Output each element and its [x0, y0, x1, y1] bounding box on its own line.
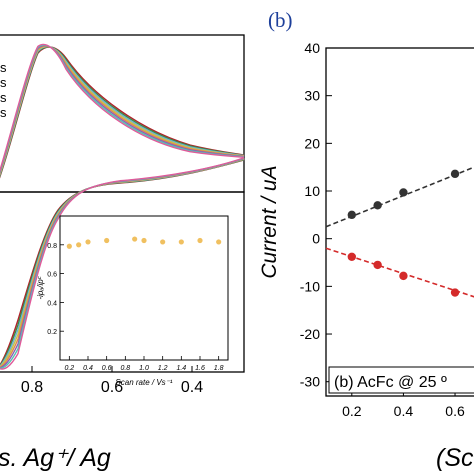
x-tick-label: 0.4 — [181, 379, 203, 396]
x-axis-label: (Sc — [436, 444, 474, 472]
inset-y-ticks: 0.2 0.4 0.6 0.8 — [47, 243, 64, 336]
inset-x-tick-label: 1.8 — [214, 365, 224, 372]
legend-entry: s — [0, 75, 7, 90]
inset-data-point — [197, 237, 203, 244]
panel-b-frame — [325, 47, 474, 397]
legend-entry: s — [0, 90, 7, 105]
y-tick-label: 30 — [304, 88, 320, 104]
inset-x-tick-label: 0.2 — [64, 365, 74, 372]
x-axis-ticks: 0.2 0.4 0.6 — [342, 390, 465, 419]
inset-y-tick-label: 0.4 — [47, 300, 57, 307]
inset-x-tick-label: 0.6 — [102, 365, 112, 372]
panel-b-label: (b) — [268, 8, 293, 32]
y-tick-label: 0 — [312, 231, 320, 247]
data-points — [347, 169, 460, 297]
legend-entry: s — [0, 105, 7, 120]
y-tick-label: 20 — [304, 135, 320, 151]
data-point — [347, 252, 357, 261]
annotation-box — [328, 366, 474, 394]
inset-x-ticks: 0.2 0.4 0.6 0.8 1.0 1.2 1.4 1.6 1.8 — [64, 356, 224, 372]
data-point — [373, 201, 382, 210]
cv-curves — [0, 43, 245, 370]
annotation: (b) AcFc @ 25 º — [334, 374, 447, 391]
inset-frame — [59, 215, 229, 361]
inset-data-point — [85, 239, 91, 245]
inset-data-point — [66, 243, 72, 249]
panel-a-bottom-frame — [0, 191, 245, 373]
x-tick-label: 0.2 — [342, 403, 362, 419]
inset-data-point — [132, 236, 138, 242]
x-axis-ticks: 0.8 0.6 0.4 — [21, 366, 203, 396]
x-axis-label: s. Ag⁺/ Ag — [0, 444, 111, 472]
cv-curve-reverse — [0, 157, 245, 370]
inset-x-tick-label: 0.8 — [120, 365, 130, 372]
inset-y-label: -ipₐ/ipᶜ — [36, 276, 45, 299]
y-tick-label: 40 — [304, 40, 320, 56]
inset-data-point — [141, 237, 147, 244]
y-tick-label: -30 — [300, 374, 320, 390]
inset-x-tick-label: 1.6 — [195, 365, 205, 372]
data-point — [399, 271, 408, 281]
inset-y-tick-label: 0.2 — [47, 329, 57, 336]
data-point — [399, 188, 408, 197]
inset-data-point — [178, 239, 184, 245]
inset-y-tick-label: 0.8 — [47, 243, 57, 250]
cv-curve-forward — [0, 46, 245, 178]
data-point — [373, 260, 382, 270]
inset-chart: 0.2 0.4 0.6 0.8 0.2 0.4 0.6 0.8 1.0 1.2 1.4 1.6 1.8… — [36, 215, 229, 387]
inset-x-tick-label: 1.0 — [139, 365, 149, 372]
data-point — [347, 210, 357, 220]
inset-data-point — [76, 242, 82, 248]
inset-x-tick-label: 1.4 — [176, 365, 186, 372]
data-point — [450, 169, 460, 179]
x-tick-label: 0.6 — [101, 379, 123, 396]
y-tick-label: -10 — [300, 278, 320, 294]
y-tick-label: 10 — [304, 183, 320, 199]
y-axis-ticks: 40 30 20 10 0 -10 -20 -30 — [300, 40, 332, 390]
legend-entry: s — [0, 60, 7, 75]
inset-y-tick-label: 0.6 — [47, 272, 57, 279]
x-tick-label: 0.6 — [445, 403, 465, 419]
inset-data-point — [104, 237, 110, 244]
fit-lines — [325, 166, 474, 298]
y-tick-label: -20 — [300, 326, 320, 342]
inset-x-tick-label: 1.2 — [158, 365, 168, 372]
inset-x-tick-label: 0.4 — [83, 365, 93, 372]
inset-data-point — [160, 239, 166, 245]
x-tick-label: 0.8 — [21, 379, 43, 396]
data-point — [450, 288, 460, 297]
panel-b: (b) 40 30 20 10 0 -10 -20 -30 0.2 0.4 0.6 Current… — [258, 8, 474, 472]
cv-curve-forward — [0, 43, 245, 173]
inset-x-label: Scan rate / Vs⁻¹ — [115, 378, 172, 387]
y-axis-label: Current / uA — [258, 165, 281, 278]
x-tick-label: 0.4 — [394, 403, 414, 419]
inset-data-point — [216, 239, 222, 245]
inset-points — [66, 236, 222, 249]
